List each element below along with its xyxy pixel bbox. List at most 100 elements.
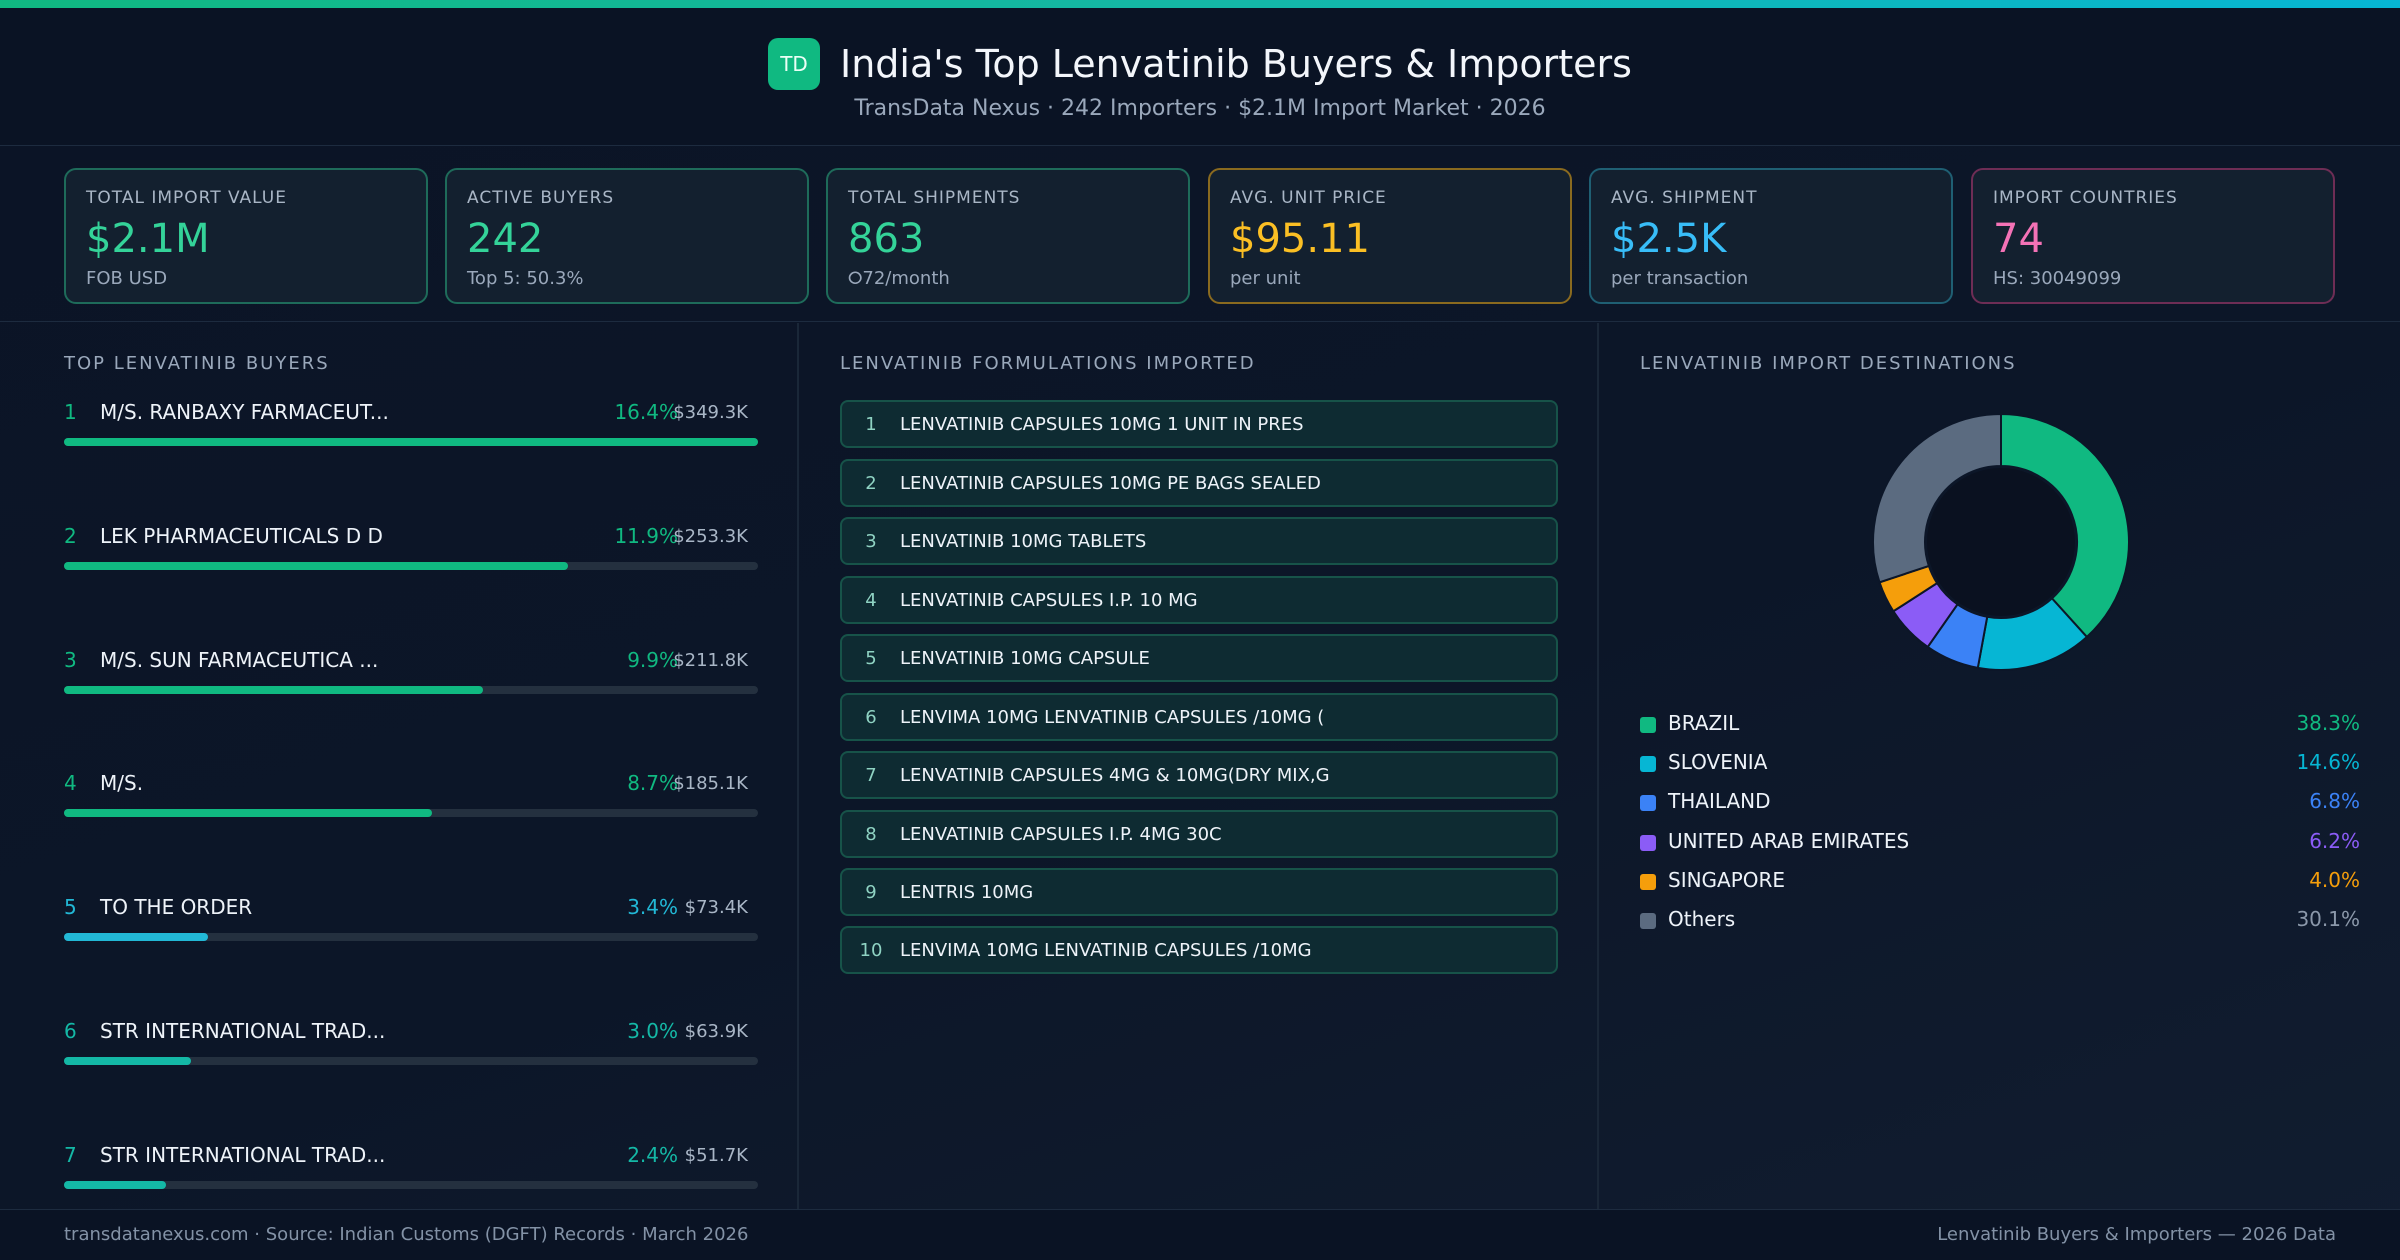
- formulation-item[interactable]: 3 LENVATINIB 10MG TABLETS: [840, 517, 1558, 565]
- formulation-number: 1: [865, 413, 877, 435]
- formulation-item[interactable]: 7 LENVATINIB CAPSULES 4MG & 10MG(DRY MIX,…: [840, 751, 1558, 799]
- kpi-card-avg-shipment: AVG. SHIPMENT $2.5K per transaction: [1589, 168, 1953, 304]
- formulation-number: 10: [859, 939, 883, 961]
- destinations-panel: LENVATINIB IMPORT DESTINATIONS: [1599, 323, 2400, 1209]
- kpi-card-total-import-value: TOTAL IMPORT VALUE $2.1M FOB USD: [64, 168, 428, 304]
- buyer-bar-track: [64, 438, 758, 446]
- footer-source: transdatanexus.com · Source: Indian Cust…: [64, 1224, 749, 1245]
- footer-caption: Lenvatinib Buyers & Importers — 2026 Dat…: [1937, 1224, 2336, 1245]
- formulations-panel: LENVATINIB FORMULATIONS IMPORTED: [799, 323, 1597, 1209]
- formulation-item[interactable]: 1 LENVATINIB CAPSULES 10MG 1 UNIT IN PRES: [840, 400, 1558, 448]
- kpi-sub: Top 5: 50.3%: [467, 268, 584, 289]
- formulation-number: 9: [865, 881, 877, 903]
- buyer-share: 3.0%: [627, 1019, 678, 1043]
- buyer-row[interactable]: 6 STR INTERNATIONAL TRAD... 3.0% $63.9K: [64, 1019, 758, 1079]
- buyer-bar-track: [64, 933, 758, 941]
- formulation-number: 6: [865, 706, 877, 728]
- buyer-rank: 2: [64, 524, 77, 548]
- buyer-value: $253.3K: [673, 526, 748, 547]
- buyer-share: 3.4%: [627, 895, 678, 919]
- legend-item[interactable]: SLOVENIA 14.6%: [1640, 750, 2360, 778]
- donut-slice-brazil[interactable]: [2000, 412, 2130, 639]
- buyer-share: 9.9%: [627, 648, 678, 672]
- legend-label: BRAZIL: [1668, 711, 1740, 735]
- legend-value: 14.6%: [2296, 750, 2360, 774]
- legend-label: SINGAPORE: [1668, 868, 1786, 892]
- buyer-value: $73.4K: [684, 897, 748, 918]
- formulation-text: LENVATINIB 10MG TABLETS: [900, 530, 1147, 552]
- destinations-donut-chart: [1872, 412, 2130, 671]
- legend-label: UNITED ARAB EMIRATES: [1668, 829, 1910, 853]
- buyer-bar-fill: [64, 933, 208, 941]
- buyer-row[interactable]: 3 M/S. SUN FARMACEUTICA ... 9.9% $211.8K: [64, 648, 758, 708]
- legend-value: 4.0%: [2309, 868, 2360, 892]
- kpi-sub: HS: 30049099: [1993, 268, 2122, 289]
- formulation-text: LENVATINIB CAPSULES I.P. 10 MG: [900, 589, 1198, 611]
- buyer-value: $185.1K: [673, 773, 748, 794]
- kpi-sub: FOB USD: [86, 268, 168, 289]
- legend-value: 38.3%: [2296, 711, 2360, 735]
- buyer-share: 8.7%: [627, 771, 678, 795]
- buyer-row[interactable]: 5 TO THE ORDER 3.4% $73.4K: [64, 895, 758, 955]
- kpi-label: AVG. SHIPMENT: [1611, 188, 1758, 208]
- panel-divider: [797, 323, 799, 1209]
- legend-swatch: [1640, 756, 1656, 772]
- kpi-label: ACTIVE BUYERS: [467, 188, 615, 208]
- formulation-item[interactable]: 4 LENVATINIB CAPSULES I.P. 10 MG: [840, 576, 1558, 624]
- buyer-rank: 7: [64, 1143, 77, 1167]
- formulation-number: 2: [865, 472, 877, 494]
- donut-hole: [1927, 468, 2075, 616]
- kpi-value: $2.1M: [86, 216, 210, 262]
- kpi-label: AVG. UNIT PRICE: [1230, 188, 1387, 208]
- kpi-card-active-buyers: ACTIVE BUYERS 242 Top 5: 50.3%: [445, 168, 809, 304]
- legend-item[interactable]: UNITED ARAB EMIRATES 6.2%: [1640, 829, 2360, 857]
- legend-swatch: [1640, 913, 1656, 929]
- formulation-item[interactable]: 10 LENVIMA 10MG LENVATINIB CAPSULES /10MG: [840, 926, 1558, 974]
- kpi-label: TOTAL IMPORT VALUE: [86, 188, 287, 208]
- formulation-item[interactable]: 5 LENVATINIB 10MG CAPSULE: [840, 634, 1558, 682]
- formulation-text: LENVATINIB CAPSULES 10MG 1 UNIT IN PRES: [900, 413, 1304, 435]
- formulation-item[interactable]: 8 LENVATINIB CAPSULES I.P. 4MG 30C: [840, 810, 1558, 858]
- formulation-item[interactable]: 6 LENVIMA 10MG LENVATINIB CAPSULES /10MG …: [840, 693, 1558, 741]
- page-title: India's Top Lenvatinib Buyers & Importer…: [840, 42, 1632, 86]
- legend-item[interactable]: SINGAPORE 4.0%: [1640, 868, 2360, 896]
- kpi-value: 242: [467, 216, 544, 262]
- kpi-card-total-shipments: TOTAL SHIPMENTS 863 ⭘72/month: [826, 168, 1190, 304]
- legend-item[interactable]: BRAZIL 38.3%: [1640, 711, 2360, 739]
- buyer-name: TO THE ORDER: [100, 895, 253, 919]
- buyer-bar-fill: [64, 1057, 191, 1065]
- buyer-name: LEK PHARMACEUTICALS D D: [100, 524, 383, 548]
- legend-swatch: [1640, 874, 1656, 890]
- buyer-row[interactable]: 4 M/S. 8.7% $185.1K: [64, 771, 758, 831]
- buyer-row[interactable]: 7 STR INTERNATIONAL TRAD... 2.4% $51.7K: [64, 1143, 758, 1203]
- formulation-text: LENVATINIB CAPSULES 4MG & 10MG(DRY MIX,G: [900, 764, 1330, 786]
- kpi-label: TOTAL SHIPMENTS: [848, 188, 1021, 208]
- kpi-sub: ⭘72/month: [848, 268, 950, 289]
- buyer-name: STR INTERNATIONAL TRAD...: [100, 1143, 386, 1167]
- buyer-share: 16.4%: [614, 400, 678, 424]
- formulation-number: 4: [865, 589, 877, 611]
- buyer-value: $211.8K: [673, 650, 748, 671]
- buyer-rank: 4: [64, 771, 77, 795]
- buyer-row[interactable]: 1 M/S. RANBAXY FARMACEUT... 16.4% $349.3…: [64, 400, 758, 460]
- page-header: TD India's Top Lenvatinib Buyers & Impor…: [0, 8, 2400, 146]
- legend-item[interactable]: Others 30.1%: [1640, 907, 2360, 935]
- legend-item[interactable]: THAILAND 6.8%: [1640, 789, 2360, 817]
- buyer-bar-track: [64, 809, 758, 817]
- formulation-item[interactable]: 2 LENVATINIB CAPSULES 10MG PE BAGS SEALED: [840, 459, 1558, 507]
- legend-value: 6.2%: [2309, 829, 2360, 853]
- buyer-bar-track: [64, 686, 758, 694]
- buyer-bar-track: [64, 1057, 758, 1065]
- buyers-panel: TOP LENVATINIB BUYERS: [0, 323, 797, 1209]
- buyer-bar-fill: [64, 686, 483, 694]
- donut-slice-others[interactable]: [1872, 412, 2002, 584]
- buyer-rank: 5: [64, 895, 77, 919]
- legend-label: Others: [1668, 907, 1736, 931]
- buyer-row[interactable]: 2 LEK PHARMACEUTICALS D D 11.9% $253.3K: [64, 524, 758, 584]
- formulation-item[interactable]: 9 LENTRIS 10MG: [840, 868, 1558, 916]
- buyer-name: STR INTERNATIONAL TRAD...: [100, 1019, 386, 1043]
- buyers-panel-title: TOP LENVATINIB BUYERS: [64, 353, 330, 374]
- kpi-sub: per unit: [1230, 268, 1301, 289]
- buyer-bar-track: [64, 1181, 758, 1189]
- formulation-number: 5: [865, 647, 877, 669]
